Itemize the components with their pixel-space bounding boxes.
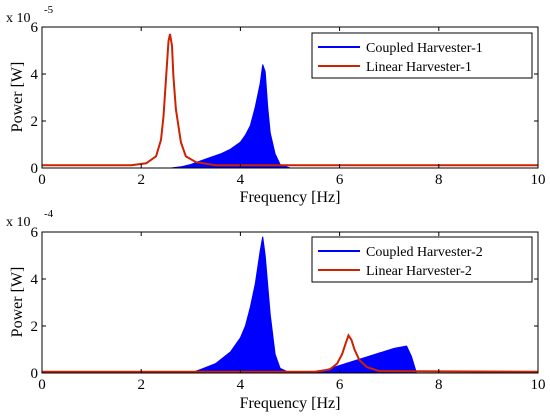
s1-x-tick-label: 2 xyxy=(137,172,145,188)
s1-x-tick-label: 10 xyxy=(531,172,546,188)
s2-y-tick-label: 6 xyxy=(31,225,39,241)
s2-x-tick-label: 2 xyxy=(137,377,145,393)
subplot-2-y-multiplier-base: x 10 xyxy=(6,215,31,230)
s1-x-tick-label: 4 xyxy=(237,172,245,188)
subplot-1-series-linear-harvester-1 xyxy=(42,33,538,167)
subplot-1-legend: Coupled Harvester-1 Linear Harvester-1 xyxy=(311,32,533,79)
s1-x-tick-label: 6 xyxy=(336,172,344,188)
subplot-2-x-ticks: 0 2 4 6 8 10 xyxy=(38,232,546,393)
subplot-2: 0 2 4 6 8 10 0 2 4 6 x 10 -4 Frequency [Hz] Powe… xyxy=(6,208,546,412)
s2-x-tick-label: 0 xyxy=(38,377,46,393)
s2-x-tick-label: 4 xyxy=(237,377,245,393)
subplot-1-axes-frame xyxy=(41,26,539,169)
subplot-2-legend-box xyxy=(311,236,533,283)
subplot-2-series-linear-harvester-2 xyxy=(42,333,539,373)
s2-y-tick-label: 4 xyxy=(31,272,39,288)
subplot-1-legend-label-coupled: Coupled Harvester-1 xyxy=(366,41,483,56)
s2-x-tick-label: 10 xyxy=(531,377,546,393)
s2-x-tick-label: 8 xyxy=(435,377,443,393)
s1-x-tick-label: 0 xyxy=(38,172,46,188)
subplot-2-legend-label-coupled: Coupled Harvester-2 xyxy=(366,245,483,260)
subplot-1-legend-label-linear: Linear Harvester-1 xyxy=(366,60,472,75)
subplot-2-axes-frame xyxy=(41,231,539,374)
subplot-2-legend-label-linear: Linear Harvester-2 xyxy=(366,264,472,279)
s1-y-tick-label: 0 xyxy=(31,161,39,177)
subplot-1-y-multiplier-exponent: -5 xyxy=(44,4,54,16)
subplot-1-legend-box xyxy=(311,32,533,79)
subplot-1-x-axis-label: Frequency [Hz] xyxy=(240,189,341,206)
subplot-1-y-axis-label: Power [W] xyxy=(9,62,26,133)
subplot-2-y-axis-label: Power [W] xyxy=(9,267,26,338)
s2-y-tick-label: 2 xyxy=(31,319,39,335)
subplot-1: 0 2 4 6 8 10 0 2 4 6 x 10 -5 Frequency [Hz] Powe… xyxy=(6,4,546,206)
subplot-1-y-multiplier-base: x 10 xyxy=(6,11,31,26)
subplot-2-y-ticks: 0 2 4 6 xyxy=(31,225,538,382)
subplot-2-y-multiplier-exponent: -4 xyxy=(44,208,54,220)
s2-x-tick-label: 6 xyxy=(336,377,344,393)
s1-y-tick-label: 2 xyxy=(31,114,39,130)
subplot-2-x-axis-label: Frequency [Hz] xyxy=(240,395,341,412)
s2-y-tick-label: 0 xyxy=(31,366,39,382)
subplot-2-series-coupled-harvester-2 xyxy=(42,236,538,374)
subplot-1-x-ticks: 0 2 4 6 8 10 xyxy=(38,27,546,188)
subplot-2-legend: Coupled Harvester-2 Linear Harvester-2 xyxy=(311,236,533,283)
subplot-1-y-ticks: 0 2 4 6 xyxy=(31,20,538,177)
s1-y-tick-label: 4 xyxy=(31,67,39,83)
s1-x-tick-label: 8 xyxy=(435,172,443,188)
s1-y-tick-label: 6 xyxy=(31,20,39,36)
